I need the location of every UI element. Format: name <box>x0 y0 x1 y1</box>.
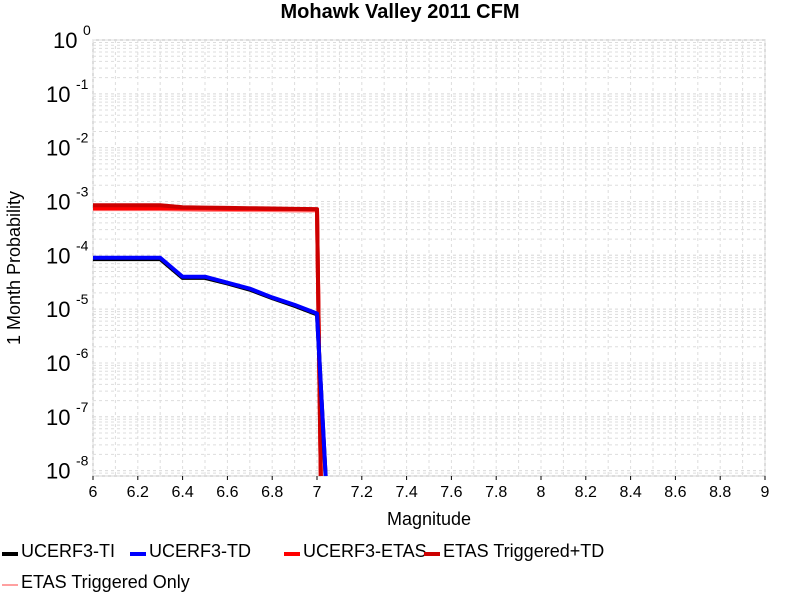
x-tick-label: 7 <box>313 484 322 501</box>
y-tick-label: 10 <box>46 189 70 214</box>
x-tick-label: 7.2 <box>351 484 373 501</box>
y-tick-exponent: -2 <box>76 130 89 146</box>
legend: UCERF3-TI UCERF3-TD UCERF3-ETAS ETAS Trigge… <box>2 541 604 592</box>
legend-label: UCERF3-TD <box>149 541 251 561</box>
x-tick-label: 6 <box>89 484 98 501</box>
x-tick-label: 6.2 <box>127 484 149 501</box>
y-tick-exponent: -4 <box>76 237 89 253</box>
x-tick-label: 8.4 <box>619 484 641 501</box>
y-axis-label: 1 Month Probability <box>4 191 24 345</box>
y-tick-exponent: -1 <box>76 76 89 92</box>
y-tick-exponent: -6 <box>76 345 89 361</box>
y-tick-label: 10 <box>46 82 70 107</box>
x-tick-label: 7.4 <box>395 484 417 501</box>
grid <box>92 39 766 477</box>
x-tick-label: 6.6 <box>216 484 238 501</box>
y-tick-label: 10 <box>46 405 70 430</box>
legend-label: ETAS Triggered+TD <box>443 541 604 561</box>
x-tick-label: 8.2 <box>575 484 597 501</box>
x-ticks: 6 6.2 6.4 6.6 6.8 7 7.2 7.4 7.6 7.8 8 8.2 8.4 8.6 8.8 9 <box>89 476 770 501</box>
series-lines <box>93 203 328 476</box>
y-tick-exponent: 0 <box>83 22 91 38</box>
y-ticks: 10 0 10 -1 10 -2 10 -3 10 -4 10 -5 10 -6 10 -7 10 -8 <box>46 22 91 484</box>
y-tick-label: 10 <box>46 459 70 484</box>
x-tick-label: 6.4 <box>171 484 193 501</box>
x-tick-label: 7.6 <box>440 484 462 501</box>
legend-label: ETAS Triggered Only <box>21 572 190 592</box>
y-tick-label: 10 <box>46 136 70 161</box>
series-line-ucerf3-td <box>93 255 328 476</box>
legend-label: UCERF3-ETAS <box>303 541 427 561</box>
x-tick-label: 6.8 <box>261 484 283 501</box>
x-tick-label: 9 <box>761 484 770 501</box>
y-tick-exponent: -7 <box>76 399 89 415</box>
legend-label: UCERF3-TI <box>21 541 115 561</box>
y-tick-label: 10 <box>46 243 70 268</box>
x-tick-label: 8.6 <box>664 484 686 501</box>
chart-title: Mohawk Valley 2011 CFM <box>281 1 520 23</box>
series-line-etas-triggered-td <box>93 203 323 476</box>
x-tick-label: 7.8 <box>485 484 507 501</box>
y-tick-exponent: -3 <box>76 183 89 199</box>
y-tick-label: 10 <box>53 28 77 53</box>
x-axis-label: Magnitude <box>387 509 471 529</box>
y-tick-exponent: -5 <box>76 291 89 307</box>
y-tick-exponent: -8 <box>76 453 89 469</box>
y-tick-label: 10 <box>46 297 70 322</box>
x-tick-label: 8 <box>537 484 546 501</box>
y-tick-label: 10 <box>46 351 70 376</box>
x-tick-label: 8.8 <box>709 484 731 501</box>
